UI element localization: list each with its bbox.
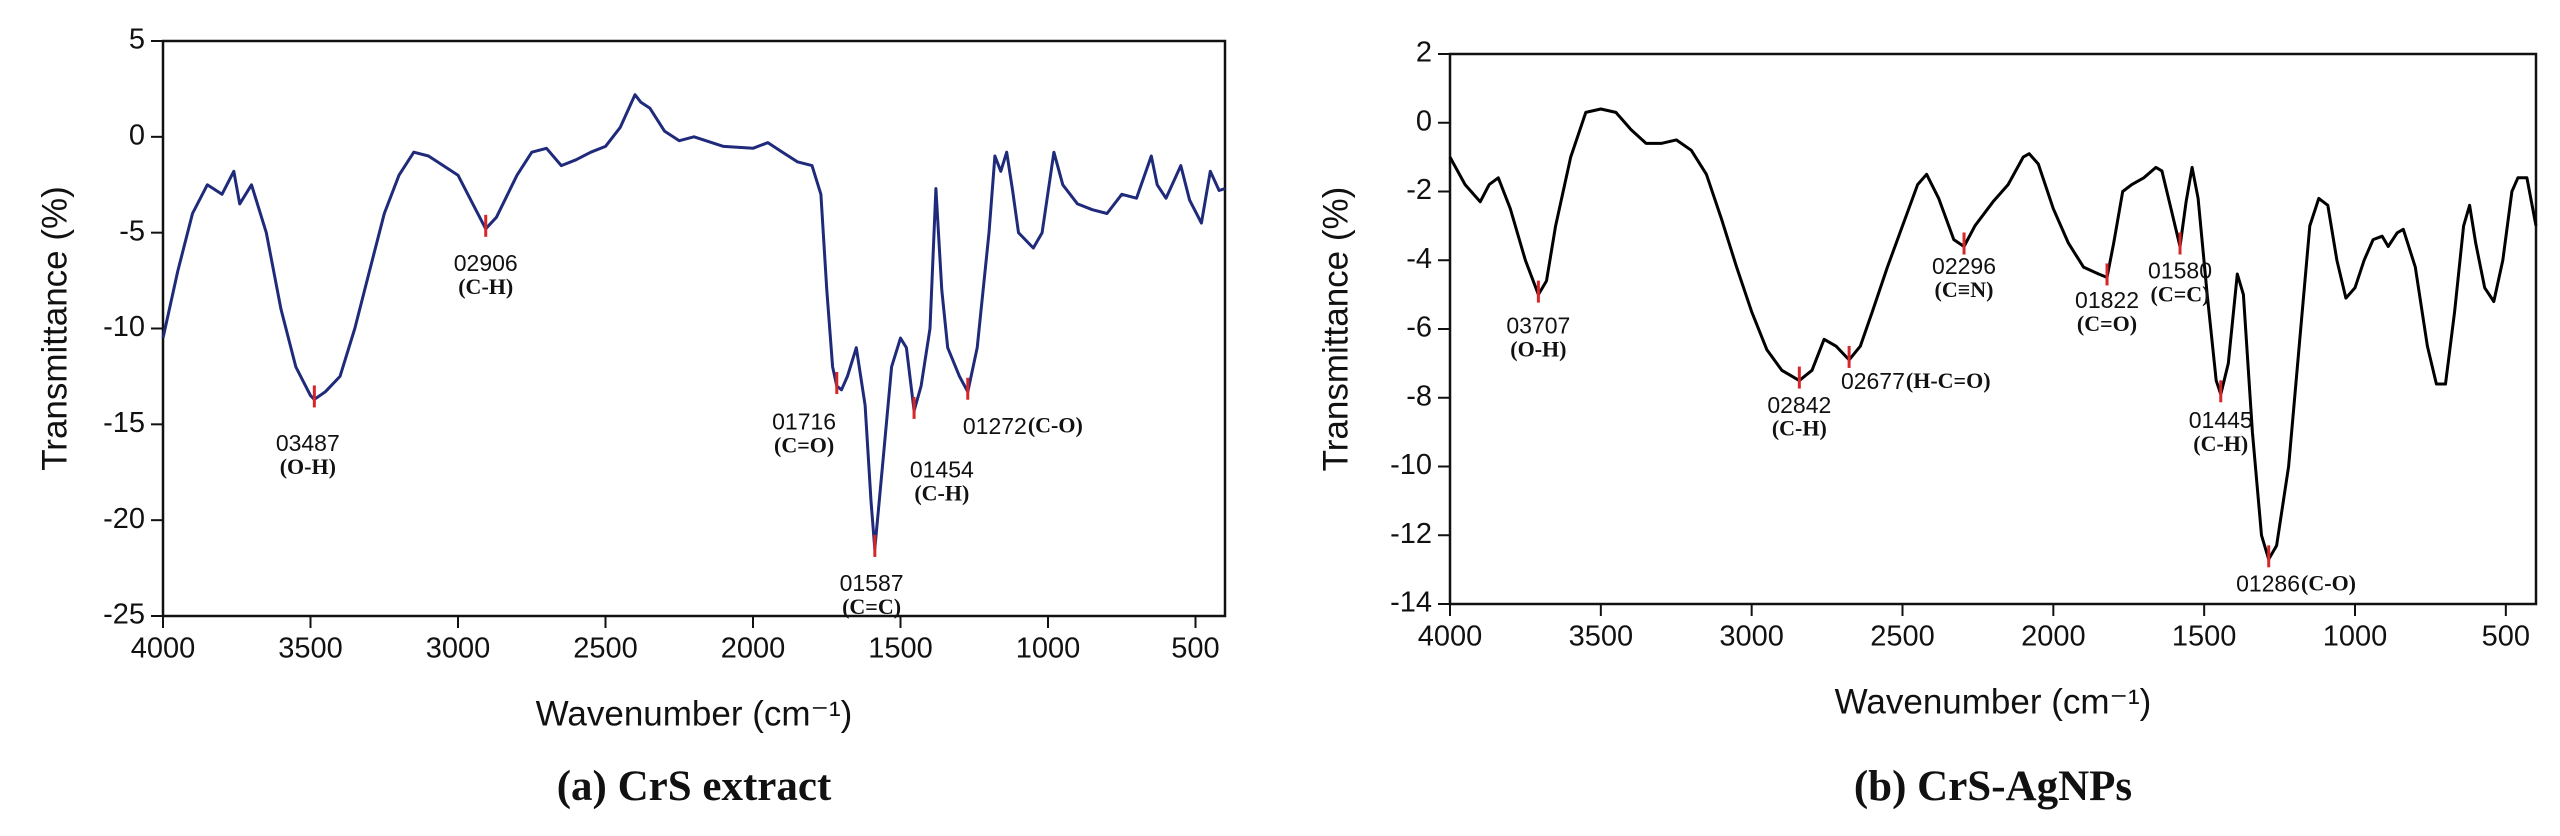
x-tick-label: 2000 [721, 633, 786, 665]
chart-caption: (a) CrS extract [557, 763, 832, 810]
y-tick-label: -14 [1390, 587, 1432, 619]
chart-panel: 4000 3500 3000 2500 2000 1500 1000 500 2 0 -2 -4 -6 -… [1316, 37, 2538, 810]
chart-panel: 4000 3500 3000 2500 2000 1500 1000 500 5 0 -5 -10 -1… [35, 24, 1227, 810]
x-tick-label: 3000 [1719, 621, 1784, 653]
y-tick-label: -12 [1390, 518, 1432, 550]
peak-label: 01822 [2075, 287, 2139, 313]
plot-frame [1448, 52, 2538, 606]
peak-bond: (C-H) [458, 274, 513, 299]
spectrum-line [161, 93, 1226, 551]
x-tick-label: 3000 [426, 633, 491, 665]
y-tick-label: -6 [1406, 312, 1432, 344]
peak-bond: (H-C=O) [1906, 368, 1991, 393]
peak-label: 01286 [2236, 571, 2300, 597]
x-tick-label: 4000 [1418, 621, 1483, 653]
peak-label: 01587 [840, 570, 904, 596]
y-tick-label: 0 [1416, 105, 1432, 137]
peak-bond: (C-H) [2193, 431, 2248, 456]
y-tick-label: -20 [103, 503, 145, 535]
y-tick-label: 0 [129, 119, 145, 151]
peak-bond: (C-H) [1772, 416, 1827, 441]
peak-bond: (O-H) [280, 454, 336, 479]
chart-caption: (b) CrS-AgNPs [1854, 763, 2132, 810]
peak-label: 03487 [276, 430, 340, 456]
peak-label: 02906 [454, 250, 518, 276]
peak-label: 01454 [910, 456, 974, 482]
x-tick-label: 1500 [2172, 621, 2237, 653]
peak-bond: (C=C) [2151, 282, 2210, 307]
spectrum-line [1448, 107, 2538, 561]
x-tick-label: 1000 [2323, 621, 2388, 653]
y-tick-label: -10 [103, 311, 145, 343]
y-axis-label: Transmittance (%) [1316, 187, 1355, 472]
x-tick-label: 500 [1171, 633, 1219, 665]
y-tick-label: 5 [129, 24, 145, 56]
peak-label: 01445 [2189, 407, 2253, 433]
peak-bond: (C=O) [2077, 311, 2137, 336]
peak-bond: (C≡N) [1935, 277, 1994, 302]
x-tick-label: 3500 [1569, 621, 1634, 653]
peak-label: 02296 [1932, 253, 1996, 279]
x-tick-label: 1000 [1016, 633, 1081, 665]
x-tick-label: 2000 [2021, 621, 2086, 653]
peak-label: 03707 [1506, 312, 1570, 338]
peak-bond: (O-H) [1510, 336, 1566, 361]
y-axis-label: Transmittance (%) [35, 186, 74, 471]
peak-label: 01716 [772, 409, 836, 435]
peak-label: 01580 [2148, 258, 2212, 284]
y-tick-label: -2 [1406, 174, 1432, 206]
y-tick-label: -4 [1406, 243, 1432, 275]
y-tick-label: -5 [119, 215, 145, 247]
peak-label: 02842 [1767, 392, 1831, 418]
peak-bond: (C=O) [774, 433, 834, 458]
y-tick-label: -25 [103, 599, 145, 631]
peak-label: 02677 [1841, 368, 1905, 394]
peak-label: 01272 [963, 413, 1027, 439]
x-tick-label: 3500 [278, 633, 343, 665]
x-axis-label: Wavenumber (cm⁻¹) [1835, 682, 2152, 721]
y-tick-label: -8 [1406, 380, 1432, 412]
x-tick-label: 2500 [1870, 621, 1935, 653]
plot-frame [161, 39, 1227, 618]
x-tick-label: 4000 [131, 633, 196, 665]
peak-bond: (C=C) [842, 594, 901, 619]
x-tick-label: 2500 [573, 633, 638, 665]
x-tick-label: 1500 [868, 633, 933, 665]
x-tick-label: 500 [2482, 621, 2530, 653]
peak-bond: (C-O) [2301, 570, 2356, 595]
x-axis-label: Wavenumber (cm⁻¹) [536, 694, 853, 733]
peak-bond: (C-H) [914, 480, 969, 505]
y-tick-label: 2 [1416, 37, 1432, 69]
y-tick-label: -15 [103, 407, 145, 439]
y-tick-label: -10 [1390, 449, 1432, 481]
peak-bond: (C-O) [1028, 413, 1083, 438]
